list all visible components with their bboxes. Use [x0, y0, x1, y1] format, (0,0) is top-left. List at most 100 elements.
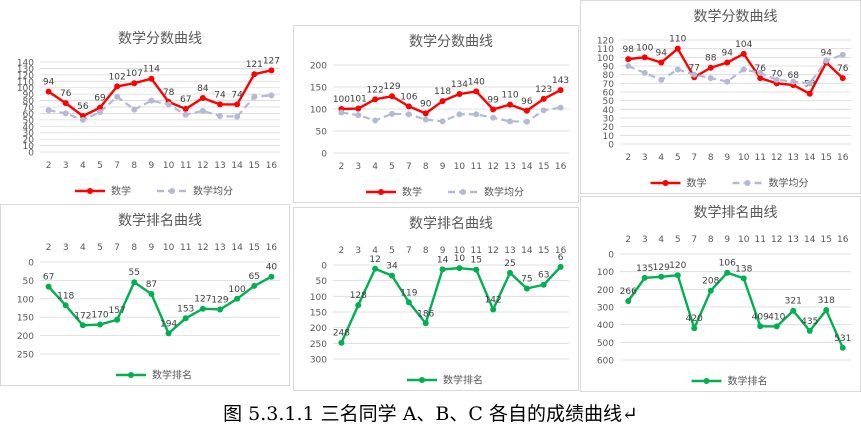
x-tick-label: 15	[538, 162, 549, 172]
x-tick-label: 3	[642, 153, 648, 163]
x-tick-label: 10	[454, 246, 466, 256]
y-tick-label: 0	[321, 262, 327, 272]
series-line	[627, 271, 844, 349]
data-point	[131, 106, 138, 113]
data-point	[439, 98, 446, 105]
data-point	[625, 63, 632, 69]
x-tick-label: 5	[389, 162, 395, 172]
data-label: 100	[636, 43, 653, 53]
data-label: 118	[434, 87, 451, 97]
chart-panel-b-score: 数学分数曲线 0 50 100 150 200 2 3 4 5 7 8 9 10 11 12 13 14 15 16 1…	[293, 25, 579, 203]
data-point	[773, 76, 780, 83]
series-line	[628, 47, 844, 95]
data-point	[148, 75, 155, 82]
x-tick-label: 16	[266, 161, 278, 171]
data-label: 170	[91, 311, 108, 321]
data-point	[389, 93, 395, 100]
data-label: 134	[451, 80, 468, 90]
y-tick-label: 10	[603, 132, 615, 142]
y-tick-label: 0	[28, 149, 34, 159]
x-tick-label: 15	[821, 153, 832, 163]
data-point	[97, 321, 103, 328]
x-tick-label: 15	[821, 235, 832, 245]
data-point	[405, 111, 412, 118]
series-line	[340, 266, 562, 344]
data-point	[114, 83, 121, 90]
data-point	[839, 344, 846, 351]
x-tick-label: 4	[658, 235, 664, 245]
x-tick-label: 7	[406, 246, 412, 256]
y-tick-label: 90	[23, 91, 35, 101]
data-point	[724, 59, 731, 66]
data-label: 70	[771, 69, 783, 79]
data-point	[79, 322, 86, 329]
x-tick-label: 14	[231, 161, 243, 171]
data-point	[234, 113, 241, 120]
data-label: 56	[77, 102, 89, 112]
y-tick-label: 110	[597, 45, 614, 55]
y-tick-label: 100	[310, 106, 327, 116]
data-point	[251, 282, 258, 289]
data-label: 10	[454, 254, 466, 264]
x-tick-label: 16	[837, 235, 849, 245]
x-tick-label: 11	[755, 235, 766, 245]
x-tick-label: 4	[80, 243, 86, 253]
data-label: 63	[538, 271, 549, 281]
x-tick-label: 16	[837, 153, 849, 163]
x-tick-label: 2	[46, 161, 52, 171]
data-point	[234, 295, 241, 302]
legend-marker	[128, 372, 134, 378]
x-tick-label: 9	[149, 243, 155, 253]
data-point	[182, 105, 189, 112]
data-point	[557, 263, 564, 270]
y-tick-label: 90	[603, 63, 615, 73]
y-tick-label: 10	[23, 142, 35, 152]
y-tick-label: 100	[17, 295, 34, 305]
data-point	[251, 71, 258, 78]
y-tick-label: 200	[17, 332, 34, 342]
x-tick-label: 7	[691, 153, 697, 163]
y-tick-label: 200	[310, 324, 327, 334]
data-point	[131, 279, 138, 286]
chart-panel-a-score: 数学分数曲线 0 10 20 30 40 50 60 70 80 90 100 110 120 130 140…	[0, 22, 290, 202]
data-point	[217, 306, 223, 313]
x-tick-label: 8	[423, 246, 429, 256]
data-point	[439, 118, 446, 125]
y-tick-label: 500	[597, 339, 614, 349]
data-point	[79, 116, 86, 123]
data-point	[523, 118, 530, 125]
data-point	[62, 302, 69, 309]
x-tick-label: 9	[440, 246, 446, 256]
data-label: 410	[768, 312, 785, 322]
data-point	[439, 266, 446, 273]
data-point	[473, 88, 480, 95]
x-tick-label: 2	[339, 162, 345, 172]
chart-svg: 数学排名曲线 0 100 200 300 400 500 600 2 3 4 5 7 8 9 10 11 12 13…	[597, 205, 852, 388]
x-tick-label: 16	[555, 162, 567, 172]
y-tick-label: 30	[603, 115, 615, 125]
data-label: 409	[752, 312, 769, 322]
y-tick-label: 0	[608, 251, 614, 261]
x-tick-label: 3	[63, 161, 69, 171]
y-tick-label: 140	[17, 59, 34, 69]
data-label: 531	[834, 334, 851, 344]
y-tick-label: 50	[316, 277, 328, 287]
data-label: 143	[552, 76, 569, 86]
data-label: 68	[788, 71, 800, 81]
legend-label: 数学排名	[443, 374, 483, 387]
chart-title: 数学分数曲线	[409, 34, 493, 50]
data-point	[456, 111, 463, 118]
data-label: 69	[94, 94, 106, 104]
data-point	[490, 114, 497, 121]
y-tick-label: 20	[603, 123, 615, 133]
data-point	[199, 95, 206, 101]
x-tick-label: 10	[738, 235, 750, 245]
data-label: 55	[129, 268, 140, 278]
x-tick-label: 2	[625, 235, 631, 245]
data-point	[355, 302, 362, 309]
data-point	[405, 299, 412, 306]
data-label: 67	[43, 273, 54, 283]
data-point	[199, 305, 206, 312]
data-label: 135	[636, 264, 653, 274]
data-label: 90	[420, 99, 432, 109]
